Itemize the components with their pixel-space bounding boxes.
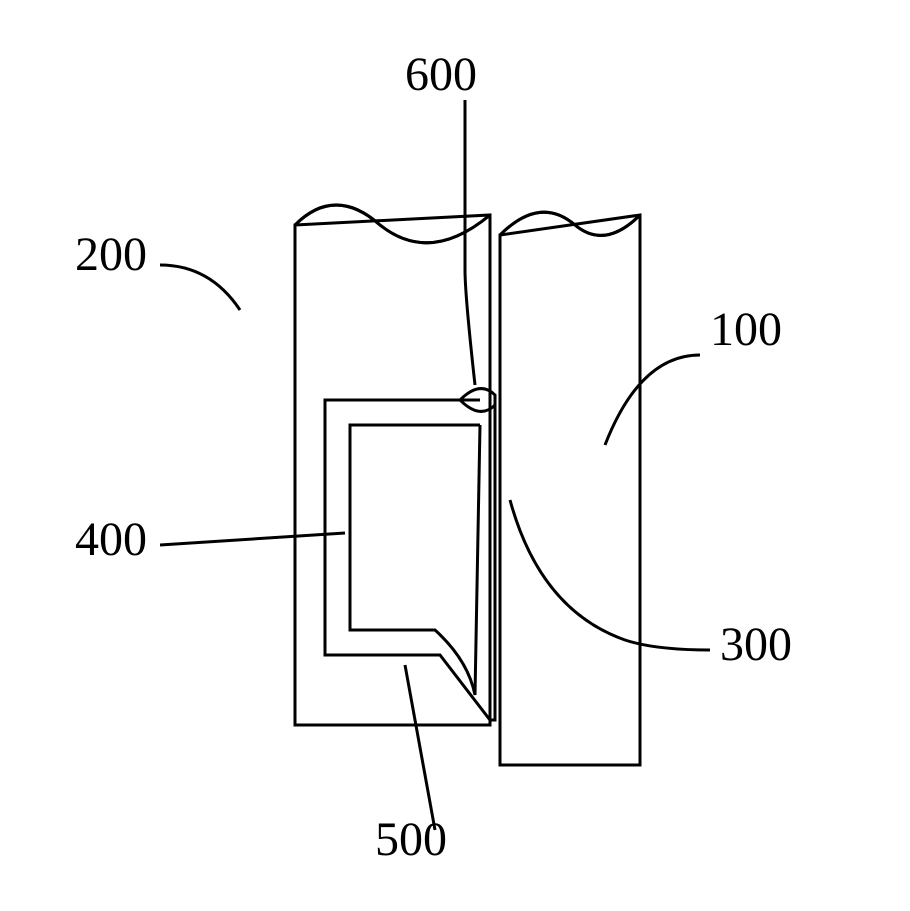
- leader-l600: [465, 100, 475, 385]
- leader-l300: [510, 500, 710, 650]
- leader-l100: [605, 355, 700, 445]
- right-plate: [500, 215, 640, 765]
- top-mask: [290, 160, 650, 205]
- label-l500: 500: [375, 813, 447, 866]
- leader-l500: [405, 665, 435, 830]
- leader-l400: [160, 533, 345, 545]
- label-l600: 600: [405, 48, 477, 101]
- label-l200: 200: [75, 228, 147, 281]
- label-l100: 100: [710, 303, 782, 356]
- label-l400: 400: [75, 513, 147, 566]
- leader-l200: [160, 265, 240, 310]
- label-l300: 300: [720, 618, 792, 671]
